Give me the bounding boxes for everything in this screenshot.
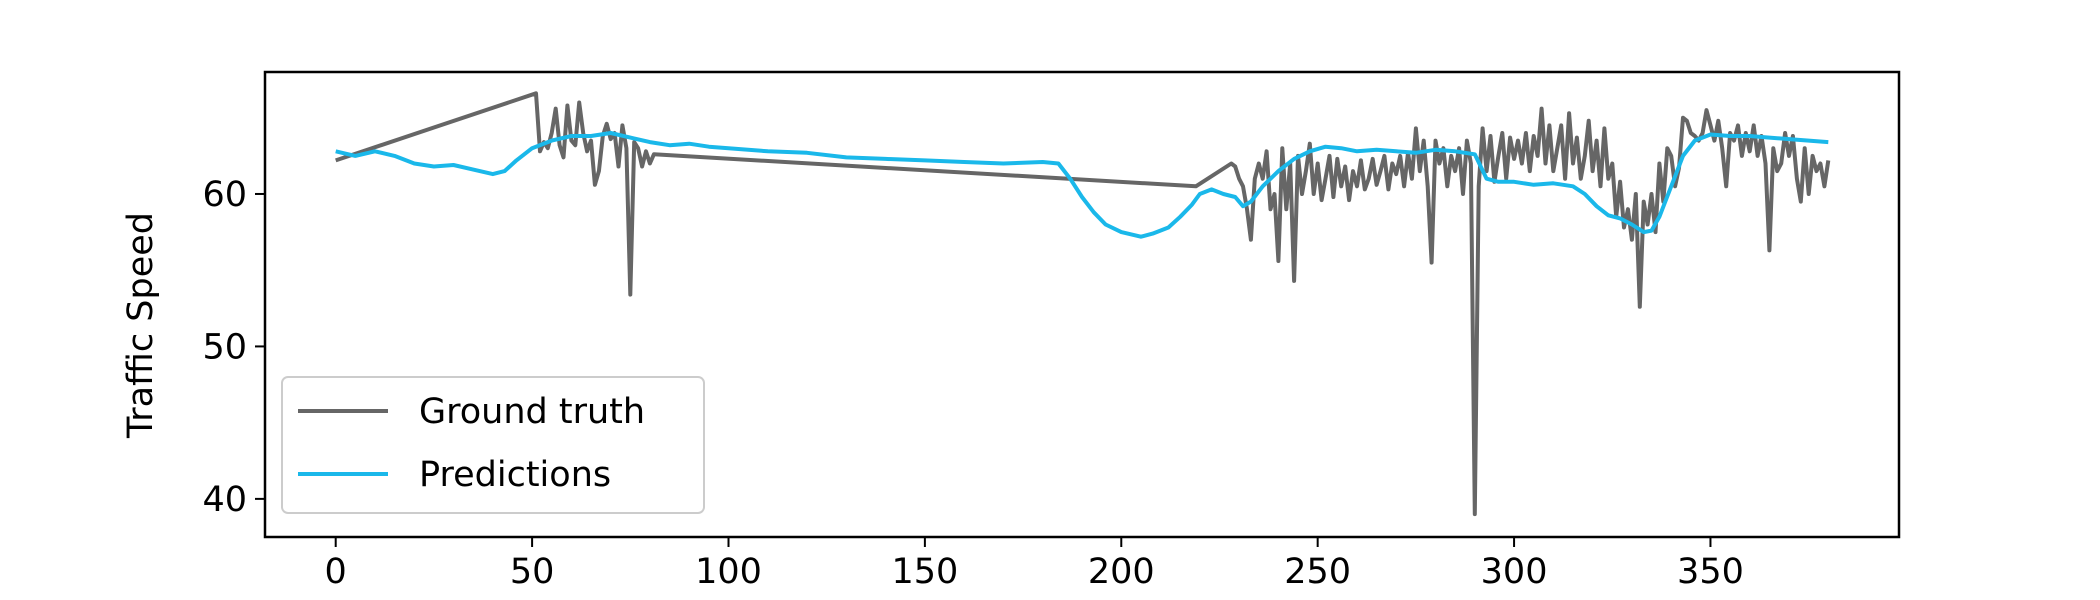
plot-frame	[263, 70, 1901, 539]
legend: Ground truth Predictions	[281, 376, 705, 514]
x-tick-label: 50	[510, 552, 555, 592]
y-axis: 40 50 60	[202, 175, 265, 520]
legend-label-ground-truth: Ground truth	[419, 392, 645, 432]
series-layer	[335, 91, 1831, 517]
x-tick-label: 250	[1284, 552, 1351, 592]
x-tick-label: 100	[695, 552, 762, 592]
legend-label-predictions: Predictions	[419, 455, 611, 495]
x-tick-label: 200	[1088, 552, 1155, 592]
y-tick-label: 60	[202, 175, 247, 215]
series-line-ground-truth	[335, 91, 1831, 517]
x-tick-label: 350	[1677, 552, 1744, 592]
x-tick-label: 0	[325, 552, 347, 592]
y-tick-label: 50	[202, 327, 247, 367]
y-tick-label: 40	[202, 480, 247, 520]
x-tick-label: 150	[891, 552, 958, 592]
x-tick-label: 300	[1481, 552, 1548, 592]
y-axis-title: Traffic Speed	[121, 212, 161, 439]
x-axis: 0 50 100 150 200 250 300 350	[325, 537, 1744, 592]
series-line-predictions	[335, 131, 1829, 239]
